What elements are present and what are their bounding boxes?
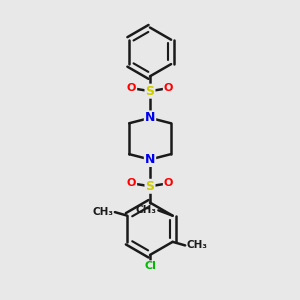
Text: O: O bbox=[164, 83, 173, 93]
Text: N: N bbox=[145, 111, 155, 124]
Text: N: N bbox=[145, 153, 155, 166]
Text: Cl: Cl bbox=[144, 261, 156, 271]
Text: S: S bbox=[146, 180, 154, 193]
Text: O: O bbox=[127, 178, 136, 188]
Text: S: S bbox=[146, 85, 154, 98]
Text: O: O bbox=[127, 83, 136, 93]
Text: CH₃: CH₃ bbox=[136, 205, 157, 215]
Text: CH₃: CH₃ bbox=[187, 240, 208, 250]
Text: CH₃: CH₃ bbox=[92, 207, 113, 217]
Text: O: O bbox=[164, 178, 173, 188]
